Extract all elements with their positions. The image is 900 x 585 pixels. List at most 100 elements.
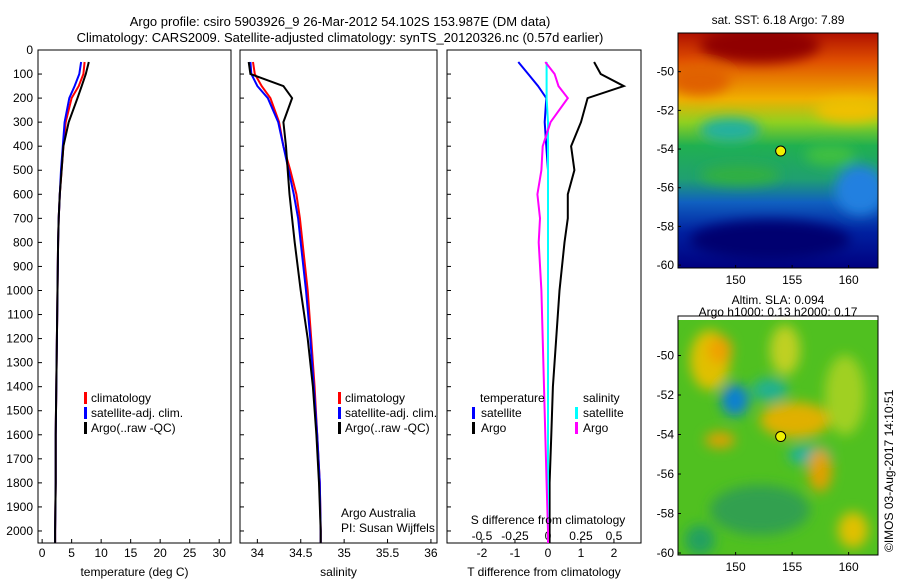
legend-marker-s-satellite [575,407,578,419]
series-line-argo-raw-qc- [54,61,90,543]
lon-tick-label: 155 [782,560,802,574]
lon-tick-label: 160 [839,273,859,287]
y-tick-label: 1000 [6,283,33,297]
sst-map-frame [677,32,879,269]
series-line-satellite-adj-clim- [54,61,83,543]
temperature-legend: climatology satellite-adj. clim. Argo(..… [84,391,183,435]
annotation-argo-australia: Argo Australia [341,506,416,520]
y-tick-label: 1500 [6,404,33,418]
y-tick-label: 1400 [6,380,33,394]
axes-frame [446,49,642,544]
legend-marker-climatology [84,392,87,404]
series-line-climatology [252,61,322,543]
sst-map: sat. SST: 6.18 Argo: 7.89 150 155 160 -50 -5… [657,13,879,287]
y-tick-label: 0 [26,43,33,57]
lat-tick-label: -60 [657,258,675,272]
float-position-marker [775,145,787,157]
x-tick-label: 35 [337,546,351,560]
lat-tick-label: -52 [657,388,675,402]
x-tick-label: 34 [251,546,265,560]
legend-marker-climatology [338,392,341,404]
legend-label: satellite-adj. clim. [91,406,183,420]
lat-tick-label: -56 [657,467,675,481]
y-tick-label: 1700 [6,452,33,466]
x-tick-label: 20 [153,546,167,560]
series-line-argo-raw-qc- [247,61,322,543]
figure-title-line1: Argo profile: csiro 5903926_9 26-Mar-201… [130,14,551,29]
sla-map-title: Altim. SLA: 0.094 [732,293,825,307]
difference-panel: -2 -1 0 1 2 T difference from climatology -0.5… [446,49,642,579]
legend-marker-satellite [84,407,87,419]
axes-frame [37,49,232,544]
annotation-pi: PI: Susan Wijffels [341,521,435,535]
s-difference-axis-label: S difference from climatology [471,513,626,527]
y-tick-label: 800 [13,235,33,249]
salinity-panel: 34 34.5 35 35.5 36 salinity [239,49,438,579]
lat-tick-label: -52 [657,103,675,117]
float-position-marker [775,431,787,443]
axes-frame [239,49,438,544]
series-line-t-satellite [517,61,549,543]
x-tick-label: 30 [213,546,227,560]
x-tick-label: 34.5 [289,546,313,560]
x-tick-label: 10 [94,546,108,560]
y-tick-label: 2000 [6,524,33,538]
legend-marker-satellite [338,407,341,419]
difference-legend: temperature salinity satellite Argo sate… [471,391,626,527]
lat-tick-label: -58 [657,507,675,521]
lon-tick-label: 150 [726,273,746,287]
legend-label: Argo [481,421,507,435]
x-tick-label: 25 [183,546,197,560]
legend-heading-temperature: temperature [480,391,545,405]
x-tick-label: 5 [68,546,75,560]
lon-tick-label: 160 [839,560,859,574]
temperature-panel: 0 5 10 15 20 25 30 temperature (deg C) 0 100 200 30… [6,43,451,579]
x-axis-label: salinity [320,565,357,579]
legend-label: satellite [481,406,522,420]
s-tick-label: 0.5 [606,529,623,543]
x-tick-label: -2 [477,546,488,560]
x-tick-label: 1 [578,546,585,560]
y-tick-label: 600 [13,187,33,201]
lat-tick-label: -60 [657,546,675,560]
legend-marker-s-argo [575,422,578,434]
legend-label: Argo(..raw -QC) [91,421,176,435]
s-tick-label: -0.25 [501,529,529,543]
y-tick-label: 300 [13,115,33,129]
x-axis-label: temperature (deg C) [80,565,188,579]
y-tick-label: 1100 [7,308,33,322]
y-tick-label: 500 [13,163,33,177]
y-tick-label: 1800 [6,476,33,490]
legend-marker-argo [338,422,341,434]
lon-tick-label: 150 [726,560,746,574]
series-line-climatology [54,61,86,543]
x-tick-label: 35.5 [376,546,400,560]
sla-map: Altim. SLA: 0.094 Argo h1000: 0.13 h2000… [657,293,879,574]
lon-tick-label: 155 [782,273,802,287]
y-tick-label: 1200 [6,332,33,346]
lat-tick-label: -54 [657,142,675,156]
x-tick-label: 15 [124,546,138,560]
x-tick-label: -1 [510,546,521,560]
y-tick-label: 200 [13,91,33,105]
x-tick-label: 2 [611,546,618,560]
legend-label: Argo [583,421,609,435]
series-line-s-satellite [545,62,549,543]
lat-tick-label: -54 [657,428,675,442]
legend-label: Argo(..raw -QC) [345,421,430,435]
legend-marker-t-argo [472,422,475,434]
s-tick-label: 0.25 [569,529,593,543]
lat-tick-label: -50 [657,65,675,79]
sla-map-subtitle: Argo h1000: 0.13 h2000: 0.17 [699,305,858,319]
y-tick-label: 700 [13,211,33,225]
x-axis-label: T difference from climatology [467,565,621,579]
x-tick-label: 36 [424,546,438,560]
lat-tick-label: -56 [657,181,675,195]
lat-tick-label: -50 [657,349,675,363]
lat-tick-label: -58 [657,219,675,233]
y-tick-label: 1600 [6,428,33,442]
y-tick-label: 100 [13,67,33,81]
x-tick-label: 0 [545,546,552,560]
x-tick-label: 0 [39,546,46,560]
sst-map-title: sat. SST: 6.18 Argo: 7.89 [712,13,845,27]
